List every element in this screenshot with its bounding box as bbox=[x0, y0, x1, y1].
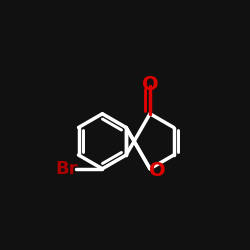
Text: O: O bbox=[149, 160, 166, 180]
Text: Br: Br bbox=[56, 160, 78, 178]
Text: O: O bbox=[142, 75, 158, 94]
